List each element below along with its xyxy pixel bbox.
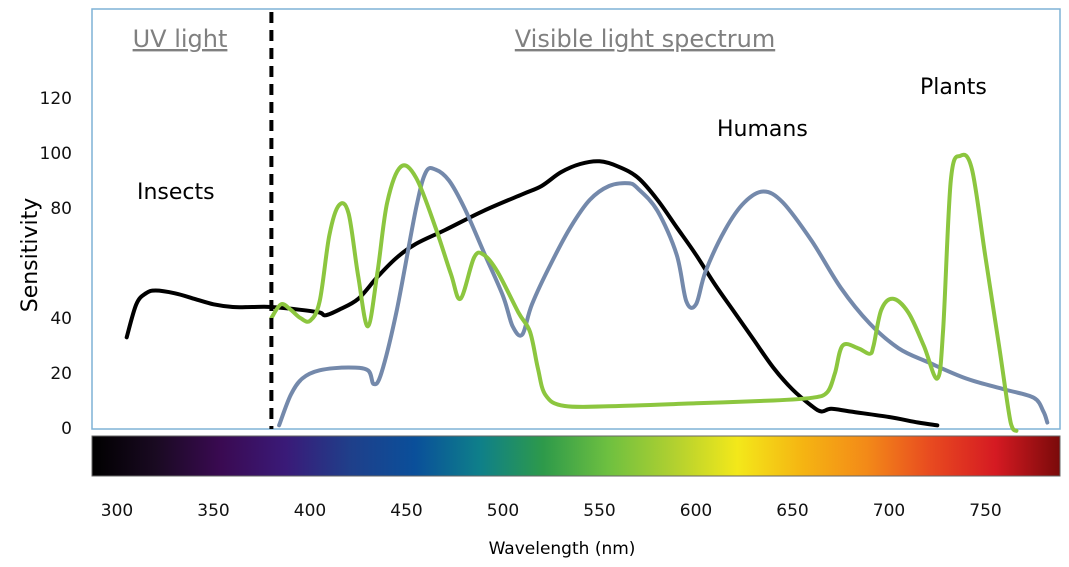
- x-tick-label: 750: [969, 501, 1001, 521]
- x-tick-label: 350: [197, 501, 229, 521]
- y-tick-label: 100: [40, 144, 72, 164]
- x-tick-label: 650: [776, 501, 808, 521]
- series-line-humans: [277, 165, 1050, 428]
- series-label-insects: Insects: [137, 180, 215, 205]
- x-tick-label: 500: [487, 501, 519, 521]
- region-label-visible: Visible light spectrum: [515, 25, 775, 53]
- x-axis-label: Wavelength (nm): [489, 539, 636, 559]
- y-tick-label: 120: [40, 89, 72, 109]
- region-label-uv: UV light: [133, 25, 228, 53]
- y-axis-label: Sensitivity: [18, 198, 43, 313]
- series-line-plants: [269, 152, 1019, 433]
- x-tick-label: 300: [101, 501, 133, 521]
- series-layer: [124, 152, 1050, 433]
- y-tick-label: 20: [50, 364, 72, 384]
- y-tick-label: 0: [61, 419, 72, 439]
- series-label-plants: Plants: [920, 75, 987, 100]
- x-tick-label: 600: [680, 501, 712, 521]
- y-axis-ticks: 0 20 40 80 100 120: [40, 89, 72, 439]
- y-tick-label: 80: [50, 199, 72, 219]
- x-tick-label: 400: [294, 501, 326, 521]
- series-label-humans: Humans: [717, 117, 808, 142]
- x-axis-ticks: 300 350 400 450 500 550 600 650 700 750: [101, 501, 1002, 521]
- series-line-insects: [124, 159, 940, 428]
- wavelength-color-bar: [91, 435, 1061, 477]
- x-tick-label: 700: [873, 501, 905, 521]
- x-tick-label: 450: [390, 501, 422, 521]
- x-tick-label: 550: [583, 501, 615, 521]
- y-tick-label: 40: [50, 309, 72, 329]
